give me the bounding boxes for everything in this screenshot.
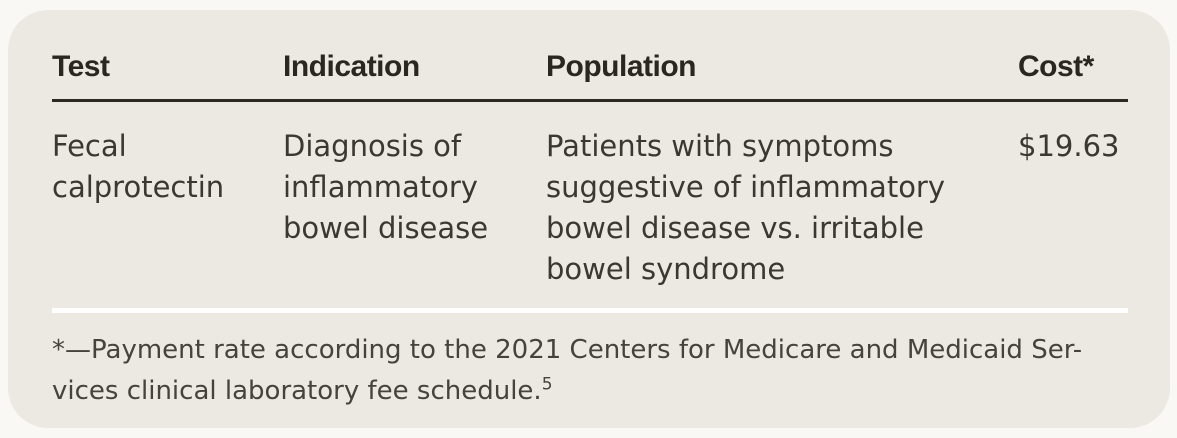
footnote-divider [52,308,1128,313]
table-header-row: Test Indication Population Cost* [52,38,1128,102]
footnote-line-1: *—Payment rate according to the 2021 Cen… [52,335,1083,365]
column-header-indication: Indication [283,38,546,102]
column-header-cost: Cost* [1018,38,1128,102]
footnote-line-2: vices clinical laboratory fee schedule. [52,376,542,406]
cell-indication: Diagnosis of inflammatory bowel disease [283,129,489,245]
table-row: Fecal calprotectin Diagnosis of inflamma… [52,101,1128,309]
column-header-test: Test [52,38,283,102]
cell-population: Patients with symptoms suggestive of inf… [546,129,946,286]
footnote-reference-superscript: 5 [541,374,553,395]
column-header-population: Population [546,38,1018,102]
test-cost-table: Test Indication Population Cost* Fecal c… [52,38,1128,308]
cell-test: Fecal calprotectin [52,129,225,204]
table-card: Test Indication Population Cost* Fecal c… [8,10,1170,428]
cell-cost: $19.63 [1018,129,1120,163]
footnote: *—Payment rate according to the 2021 Cen… [52,330,1128,412]
